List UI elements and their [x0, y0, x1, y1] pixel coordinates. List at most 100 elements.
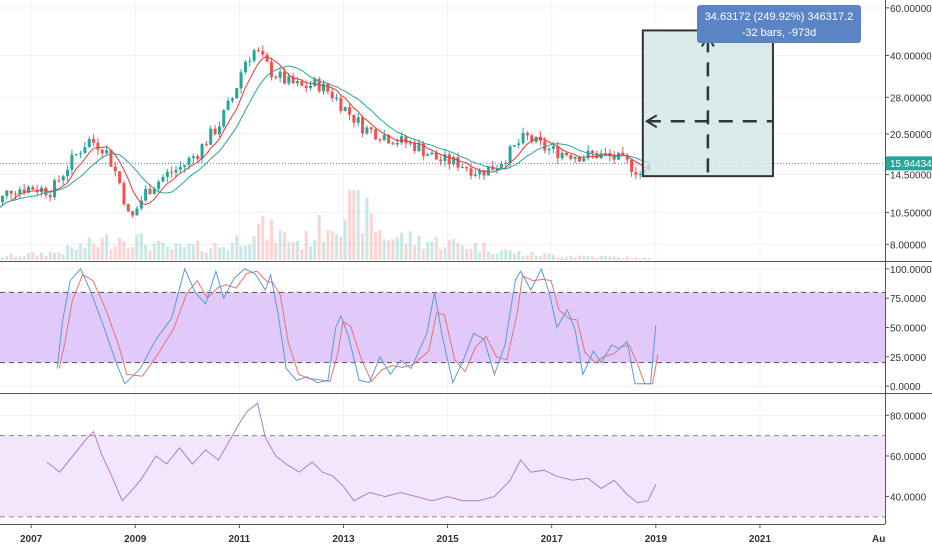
volume-bar: [300, 249, 304, 260]
stochastic-tick-label: 100.0000: [890, 265, 932, 276]
stochastic-axis: 100.0000 75.0000 50.0000 25.0000 0.0000: [885, 265, 932, 393]
measure-tool[interactable]: 34.63172 (249.92%) 346317.2 -32 bars, -97…: [641, 5, 861, 178]
candle-body: [421, 143, 425, 156]
time-tick-label-trailing: Au: [872, 534, 885, 545]
candle-body: [183, 165, 187, 167]
volume-bar: [317, 215, 321, 260]
volume-bar: [556, 257, 560, 260]
time-tick-label: 2017: [541, 534, 564, 545]
volume-bar: [395, 237, 399, 260]
volume-bar: [230, 243, 234, 260]
volume-bar: [378, 229, 382, 260]
candle-body: [482, 169, 486, 176]
volume-bar: [139, 233, 143, 260]
candle-body: [586, 150, 590, 159]
volume-bar: [213, 243, 217, 260]
volume-bar: [152, 243, 156, 260]
candle-body: [87, 138, 91, 148]
candle-body: [126, 204, 130, 212]
candle-body: [239, 72, 243, 89]
candle-body: [170, 171, 174, 173]
candle-body: [343, 107, 347, 112]
candle-body: [460, 167, 464, 169]
candle-body: [638, 173, 642, 175]
time-axis: 2007 2009 2011 2013 2015 2017 2019 2021 Au: [20, 524, 885, 545]
volume-bar: [309, 246, 312, 260]
stochastic-tick-label: 25.0000: [890, 353, 927, 364]
volume-bar: [612, 256, 616, 260]
moving-average-line: [0, 65, 649, 208]
volume-bar: [634, 257, 638, 260]
volume-bar: [278, 230, 282, 260]
candle-body: [447, 154, 451, 165]
candle-body: [339, 97, 343, 112]
candle-body: [230, 98, 234, 101]
volume-bar: [22, 256, 26, 260]
volume-bar: [369, 213, 373, 260]
last-price-label: 15.94434: [890, 159, 932, 170]
candle-body: [157, 181, 161, 189]
candle-body: [348, 107, 352, 115]
candle-body: [473, 174, 477, 176]
candle-body: [44, 187, 48, 196]
volume-bar: [382, 238, 386, 260]
volume-bar: [356, 190, 360, 260]
volume-bar: [48, 251, 52, 260]
volume-bar: [313, 239, 317, 260]
candle-body: [564, 152, 568, 156]
candle-body: [400, 136, 404, 143]
volume-bar: [274, 242, 278, 260]
volume-bar: [621, 258, 625, 260]
volume-bar: [335, 234, 339, 260]
candle-body: [604, 153, 607, 155]
candle-body: [5, 190, 9, 196]
volume-bar: [135, 234, 139, 260]
volume-bar: [209, 248, 213, 260]
candle-body: [369, 127, 373, 130]
volume-bar: [504, 249, 508, 260]
candle-body: [335, 97, 339, 99]
volume-bar: [361, 233, 365, 260]
volume-bar: [174, 243, 178, 260]
candle-body: [122, 183, 126, 205]
time-tick-label: 2009: [124, 534, 147, 545]
candle-body: [621, 152, 625, 155]
candle-body: [31, 186, 35, 190]
candle-body: [404, 136, 408, 144]
volume-bar: [295, 240, 299, 260]
candle-body: [174, 169, 178, 173]
time-tick-label: 2021: [749, 534, 772, 545]
volume-bar: [608, 256, 612, 260]
volume-bar: [512, 253, 516, 260]
candle-body: [248, 60, 252, 62]
stochastic-k-line: [56, 267, 657, 385]
volume-bar: [339, 236, 343, 260]
volume-bar: [647, 257, 651, 260]
candle-body: [465, 167, 469, 169]
candle-body: [309, 85, 312, 88]
candle-body: [560, 152, 564, 159]
volume-bar: [178, 244, 182, 260]
candle-body: [426, 154, 430, 156]
candle-body: [213, 128, 217, 135]
volume-bar: [217, 247, 221, 260]
volume-bar: [256, 223, 260, 260]
candle-body: [61, 176, 65, 181]
candle-body: [79, 153, 83, 155]
volume-bar: [582, 255, 586, 260]
volume-bar: [31, 251, 35, 260]
candle-body: [235, 88, 239, 99]
volume-bar: [304, 230, 308, 260]
volume-bar: [291, 242, 295, 260]
volume-bar: [543, 253, 547, 260]
volume-bar: [569, 255, 573, 260]
volume-bar: [57, 252, 61, 260]
volume-bar: [595, 257, 599, 260]
volume-bar: [252, 236, 256, 260]
volume-bar: [599, 255, 603, 260]
candle-body: [504, 163, 508, 165]
volume-bar: [551, 254, 555, 260]
price-tick-label: 10.50000: [890, 208, 932, 219]
volume-bar: [417, 235, 421, 260]
